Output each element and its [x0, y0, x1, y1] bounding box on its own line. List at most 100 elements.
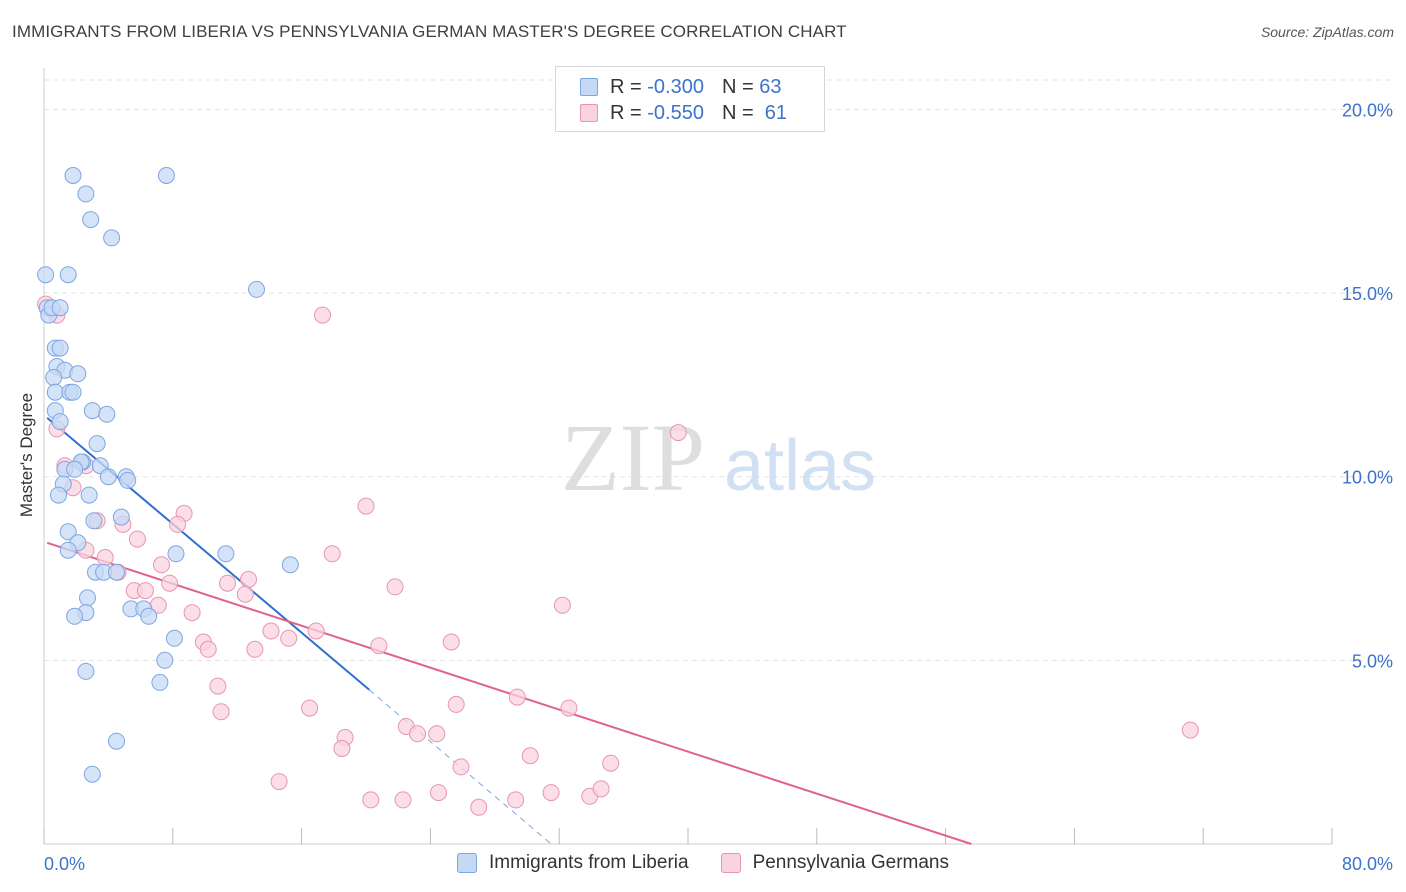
point-penn-german	[314, 306, 331, 324]
point-penn-german	[386, 578, 404, 596]
point-penn-german	[428, 725, 446, 743]
point-liberia	[50, 486, 67, 504]
source-label: Source: ZipAtlas.com	[1260, 24, 1394, 40]
x-tick-label: 0.0%	[44, 854, 85, 874]
stats-legend: R = -0.300 N = 63 R = -0.550 N = 61	[555, 66, 825, 132]
point-penn-german	[169, 515, 187, 533]
point-liberia	[51, 339, 69, 357]
legend-r-value: -0.300	[647, 75, 704, 98]
point-liberia	[59, 523, 77, 541]
chart-title: IMMIGRANTS FROM LIBERIA VS PENNSYLVANIA …	[12, 22, 847, 41]
point-liberia	[59, 541, 77, 559]
point-liberia	[103, 229, 121, 247]
point-penn-german	[508, 688, 526, 706]
point-penn-german	[323, 545, 341, 563]
legend-swatch-pink	[580, 104, 598, 122]
point-penn-german	[333, 740, 351, 757]
point-penn-german	[370, 637, 388, 655]
series-legend: Immigrants from Liberia Pennsylvania Ger…	[0, 852, 1406, 874]
watermark-zip: ZIP	[561, 404, 705, 511]
point-liberia	[88, 435, 106, 453]
legend-item-liberia[interactable]: Immigrants from Liberia	[457, 852, 689, 874]
point-liberia	[140, 607, 158, 625]
y-tick-label: 5.0%	[1352, 651, 1393, 671]
point-penn-german	[219, 574, 236, 592]
legend-row-penn-german: R = -0.550 N = 61	[580, 102, 787, 124]
point-liberia	[59, 266, 77, 284]
point-liberia	[77, 662, 95, 680]
point-penn-german	[307, 622, 325, 640]
point-liberia	[83, 765, 101, 783]
point-penn-german	[409, 725, 426, 743]
point-penn-german	[1181, 721, 1199, 739]
legend-item-penn-german[interactable]: Pennsylvania Germans	[720, 852, 949, 874]
point-liberia	[69, 365, 87, 383]
point-liberia	[82, 211, 100, 229]
legend-label-liberia: Immigrants from Liberia	[489, 852, 689, 873]
point-penn-german	[521, 747, 539, 765]
point-penn-german	[183, 604, 201, 622]
point-penn-german	[212, 703, 230, 721]
point-liberia	[165, 629, 183, 647]
point-penn-german	[246, 640, 264, 658]
point-liberia	[248, 280, 265, 298]
point-penn-german	[553, 596, 571, 614]
point-liberia	[46, 383, 64, 401]
point-penn-german	[128, 530, 146, 548]
point-liberia	[66, 460, 84, 478]
point-penn-german	[240, 571, 257, 588]
point-penn-german	[136, 582, 154, 600]
point-liberia	[98, 405, 116, 423]
point-penn-german	[209, 677, 227, 695]
point-liberia	[99, 468, 117, 486]
watermark-atlas: atlas	[724, 426, 876, 506]
point-liberia	[156, 651, 174, 669]
point-penn-german	[470, 798, 488, 816]
trend-line-liberia-extension	[368, 689, 552, 845]
point-penn-german	[270, 773, 288, 791]
legend-swatch-pink	[720, 853, 741, 873]
point-liberia	[51, 413, 69, 431]
y-axis-label: Master's Degree	[17, 392, 36, 518]
point-penn-german	[447, 695, 465, 713]
point-penn-german	[153, 556, 170, 574]
point-liberia	[119, 471, 137, 489]
point-penn-german	[161, 574, 179, 592]
axes	[43, 68, 1333, 845]
point-liberia	[151, 673, 169, 691]
legend-n-value: 61	[764, 101, 788, 124]
point-liberia	[112, 508, 130, 526]
point-liberia	[45, 369, 63, 386]
point-liberia	[51, 299, 69, 317]
point-penn-german	[394, 791, 412, 809]
legend-n-label: N =	[721, 75, 754, 98]
point-penn-german	[442, 633, 460, 651]
legend-r-label: R =	[610, 101, 642, 124]
point-penn-german	[280, 629, 298, 647]
point-liberia	[77, 185, 95, 203]
point-penn-german	[560, 699, 578, 717]
point-penn-german	[262, 622, 280, 640]
point-liberia	[217, 545, 235, 563]
point-liberia	[79, 589, 96, 607]
data-points	[37, 167, 1199, 816]
legend-label-penn-german: Pennsylvania Germans	[752, 852, 949, 873]
point-penn-german	[301, 699, 319, 717]
point-penn-german	[542, 784, 560, 802]
point-penn-german	[96, 549, 114, 566]
point-penn-german	[357, 497, 375, 515]
point-liberia	[83, 402, 101, 420]
point-penn-german	[452, 758, 470, 776]
point-liberia	[157, 167, 175, 184]
point-liberia	[281, 556, 299, 574]
point-penn-german	[362, 791, 380, 809]
trend-line-penn-german	[46, 541, 972, 845]
point-liberia	[85, 512, 103, 530]
tick-labels: 5.0% 10.0% 15.0% 20.0% 0.0% 80.0%	[44, 100, 1393, 874]
point-penn-german	[602, 754, 620, 772]
legend-n-label: N =	[721, 101, 754, 124]
y-tick-label: 20.0%	[1342, 100, 1393, 120]
x-tick-label: 80.0%	[1342, 854, 1393, 874]
point-liberia	[37, 266, 55, 284]
legend-n-value: 63	[759, 75, 782, 98]
